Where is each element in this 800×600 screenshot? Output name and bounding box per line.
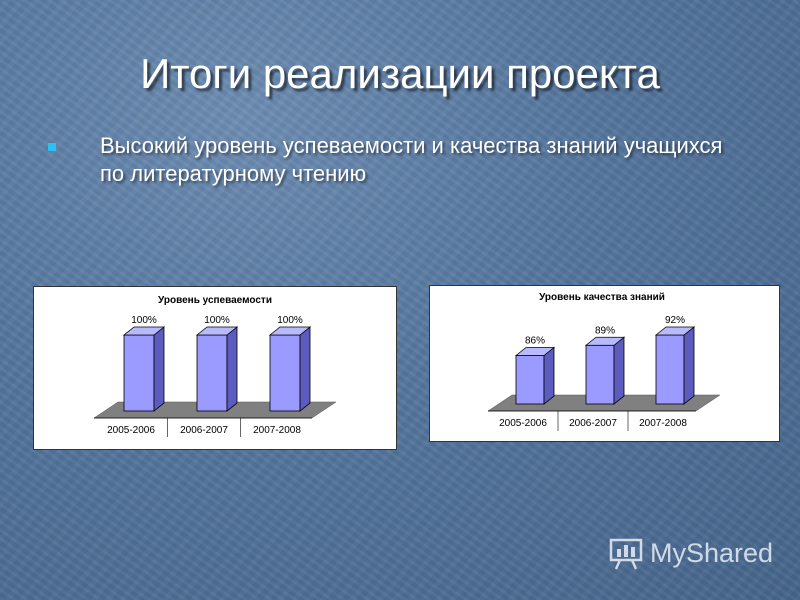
chart-bar-top: [584, 336, 626, 346]
chart-data-label: 92%: [665, 315, 685, 326]
chart-data-label: 100%: [131, 315, 157, 326]
chart-success-rate: Уровень успеваемости 100% 2005-2006 100% 200…: [33, 286, 397, 450]
chart-tick-label: 2006-2007: [569, 418, 617, 429]
bullet-marker-icon: [48, 143, 56, 151]
chart-title: Уровень успеваемости: [158, 295, 272, 306]
chart-bar-top: [514, 347, 556, 356]
slide-title: Итоги реализации проекта: [140, 50, 660, 97]
chart-title: Уровень качества знаний: [539, 292, 665, 303]
bullet-text: Высокий уровень успеваемости и качества …: [100, 133, 723, 186]
chart-bar-side: [683, 326, 695, 405]
chart-data-label: 100%: [277, 315, 303, 326]
chart-bar-side: [613, 336, 625, 405]
chart-tick-label: 2006-2007: [180, 425, 228, 436]
chart-bar-side: [543, 346, 555, 405]
chart-data-label: 86%: [525, 336, 545, 347]
chart-bar: [655, 334, 685, 405]
chart-knowledge-quality-svg: Уровень качества знаний 86% 2005-2006 89% 20…: [487, 292, 721, 431]
chart-success-rate-svg: Уровень успеваемости100%2005-2006100%200…: [93, 295, 337, 437]
chart-tick-label: 2007-2008: [639, 418, 687, 429]
chart-bar: [196, 334, 228, 412]
chart-bar-top: [195, 326, 239, 336]
chart-bar-side: [299, 326, 311, 412]
chart-data-label: 89%: [595, 325, 615, 336]
chart-bar: [123, 334, 155, 412]
chart-knowledge-quality: Уровень качества знаний 86% 2005-2006 89% 20…: [429, 285, 780, 442]
chart-tick-label: 2005-2006: [499, 418, 547, 429]
watermark-text: MyShared: [650, 537, 774, 568]
chart-bar: [269, 334, 301, 412]
chart-bar-side: [226, 326, 238, 412]
chart-bar-top: [654, 326, 696, 336]
chart-tick-label: 2007-2008: [253, 425, 301, 436]
bullet-item: Высокий уровень успеваемости и качества …: [48, 132, 748, 188]
chart-bar: [585, 344, 615, 405]
chart-data-label: 100%: [204, 315, 230, 326]
chart-bar-top: [122, 326, 166, 336]
chart-tick-label: 2005-2006: [107, 425, 155, 436]
chart-bar-top: [268, 326, 312, 336]
presentation-board-icon: [609, 538, 643, 570]
watermark: MyShared: [608, 535, 773, 571]
chart-bar: [515, 355, 545, 405]
chart-bar-side: [153, 326, 165, 412]
